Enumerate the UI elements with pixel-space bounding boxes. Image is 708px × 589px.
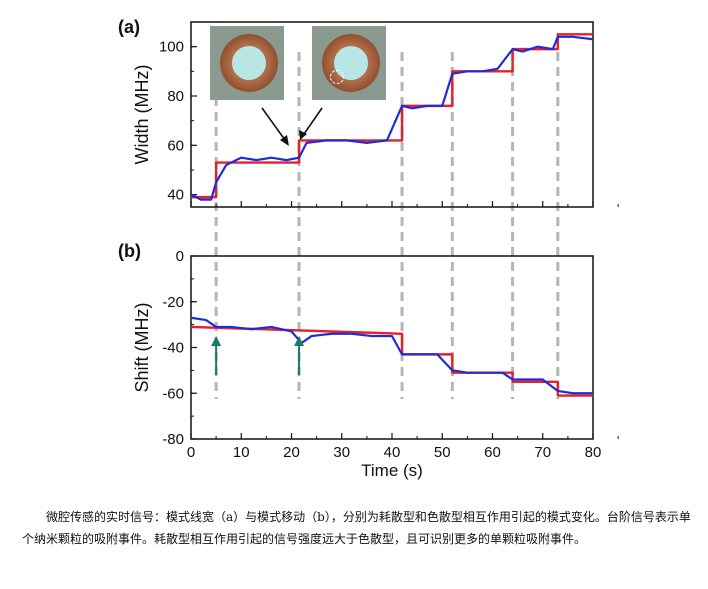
photo-pointer-arrow [303, 107, 323, 135]
x-tick-label: 30 [333, 444, 350, 461]
x-tick-label: 10 [233, 444, 250, 461]
x-tick-label: 40 [384, 444, 401, 461]
x-tick-label: 20 [283, 444, 300, 461]
y-tick-label: 60 [167, 137, 184, 154]
adsorption-arrow-head [211, 336, 222, 346]
x-tick-label: 0 [187, 444, 195, 461]
photo-pointer-arrow-head [280, 135, 289, 146]
y-tick-label: 40 [167, 187, 184, 204]
photo-pointer-arrow [261, 107, 286, 141]
adsorption-arrow-head [294, 336, 305, 346]
measured-signal-line [190, 316, 593, 395]
y-tick-label: 0 [176, 248, 184, 265]
y-tick-label: 100 [159, 39, 184, 56]
microcavity-photo-after [312, 26, 386, 100]
y-tick-label: -60 [162, 385, 184, 402]
particle-marker-icon [330, 70, 344, 84]
y-tick-label: -20 [162, 294, 184, 311]
panel-label: (b) [118, 241, 141, 261]
y-tick-label: 80 [167, 88, 184, 105]
x-tick-label: 50 [434, 444, 451, 461]
y-tick-label: -80 [162, 431, 184, 448]
measured-signal-line [190, 35, 594, 201]
microcavity-photo-before [210, 26, 284, 100]
x-tick-label: 70 [534, 444, 551, 461]
plot-frame [190, 255, 594, 440]
photo-pointer-arrow-head [299, 130, 307, 140]
x-axis-label: Time (s) [361, 461, 423, 480]
y-axis-label: Width (MHz) [132, 65, 152, 165]
panel-b: 0-20-40-60-800 10 20 30 40 50 60 70 80(b)Shift (… [118, 241, 619, 480]
y-axis-label: Shift (MHz) [132, 303, 152, 393]
x-tick-label: 80 [585, 444, 602, 461]
panel-label: (a) [118, 17, 140, 37]
y-tick-label: -40 [162, 340, 184, 357]
figure-caption: 微腔传感的实时信号：模式线宽（a）与模式移动（b），分别为耗散型和色散型相互作用… [22, 510, 691, 546]
x-tick-label: 60 [484, 444, 501, 461]
